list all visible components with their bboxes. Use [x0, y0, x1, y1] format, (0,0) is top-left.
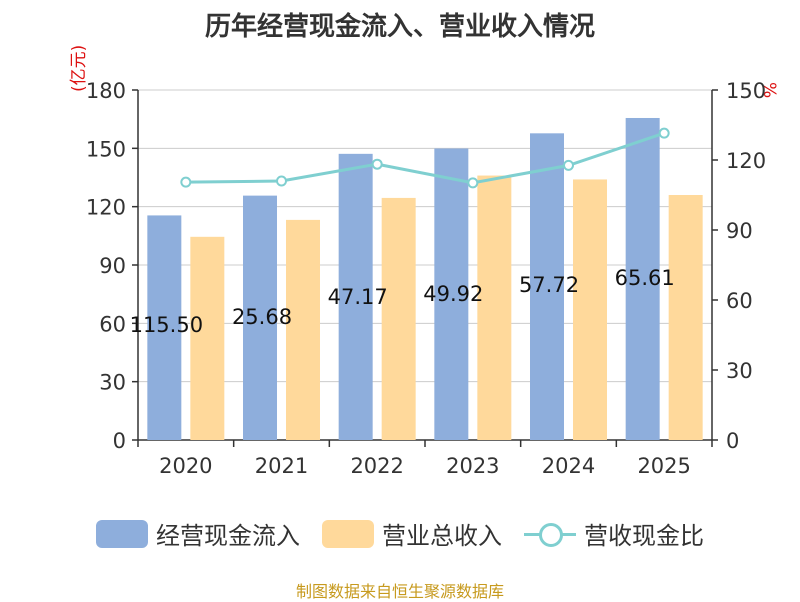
legend-swatch-revenue: [322, 519, 374, 548]
bar-cash-inflow: [243, 195, 277, 440]
bar-revenue: [190, 236, 225, 440]
right-tick-label: 120: [726, 149, 766, 173]
legend-item-cash-inflow[interactable]: 经营现金流入: [96, 516, 300, 551]
bar-cash-inflow: [338, 153, 373, 440]
data-label-cash-inflow: 65.61: [615, 266, 675, 290]
bar-revenue: [286, 219, 320, 440]
legend-label-revenue: 营业总收入: [382, 522, 502, 550]
right-tick-label: 150: [726, 79, 766, 103]
point-cash-ratio: [563, 159, 574, 171]
bar-revenue: [668, 195, 703, 440]
right-tick-label: 0: [726, 429, 739, 453]
left-tick-label: 0: [113, 429, 126, 453]
point-cash-ratio: [658, 127, 670, 139]
point-cash-ratio: [180, 176, 192, 188]
line-cash-ratio: [185, 131, 665, 185]
legend-item-revenue[interactable]: 营业总收入: [322, 516, 502, 551]
x-tick-label: 2023: [446, 454, 499, 478]
left-tick-label: 180: [86, 79, 126, 103]
point-cash-ratio: [371, 158, 383, 170]
data-label-cash-inflow: 25.68: [232, 305, 292, 329]
bar-cash-inflow: [147, 215, 182, 440]
x-tick-label: 2024: [542, 454, 595, 478]
x-tick-label: 2021: [255, 454, 308, 478]
legend-swatch-cash-inflow: [96, 519, 148, 548]
legend-label-cash-inflow: 经营现金流入: [156, 522, 300, 550]
data-label-cash-inflow: 47.17: [328, 285, 388, 309]
data-label-cash-inflow: 49.92: [423, 282, 483, 306]
left-tick-label: 30: [99, 371, 126, 395]
bar-revenue: [573, 179, 607, 440]
left-tick-label: 120: [86, 196, 126, 220]
right-tick-label: 90: [726, 219, 753, 243]
x-tick-label: 2025: [637, 454, 690, 478]
x-tick-label: 2022: [350, 454, 403, 478]
bar-cash-inflow: [530, 133, 564, 441]
bar-cash-inflow: [625, 117, 660, 440]
bar-revenue: [477, 175, 512, 441]
point-cash-ratio: [467, 177, 479, 189]
source-note: 制图数据来自恒生聚源数据库: [295, 582, 504, 601]
bar-revenue: [381, 197, 416, 440]
legend-swatch-cash-ratio: [524, 520, 576, 548]
data-label-cash-inflow: 57.72: [519, 273, 579, 297]
legend: 经营现金流入 营业总收入 营收现金比: [0, 516, 800, 551]
legend-label-cash-ratio: 营收现金比: [584, 522, 704, 550]
data-label-cash-inflow: 115.50: [130, 313, 203, 337]
bar-cash-inflow: [434, 148, 469, 440]
x-tick-label: 2020: [159, 454, 212, 478]
chart-title: 历年经营现金流入、营业收入情况: [204, 12, 595, 42]
right-tick-label: 60: [726, 289, 753, 313]
legend-item-cash-ratio[interactable]: 营收现金比: [524, 516, 704, 551]
point-cash-ratio: [276, 175, 287, 187]
right-tick-label: 30: [726, 359, 753, 383]
left-tick-label: 150: [86, 137, 126, 161]
left-tick-label: 90: [99, 254, 126, 278]
left-tick-label: 60: [99, 312, 126, 336]
